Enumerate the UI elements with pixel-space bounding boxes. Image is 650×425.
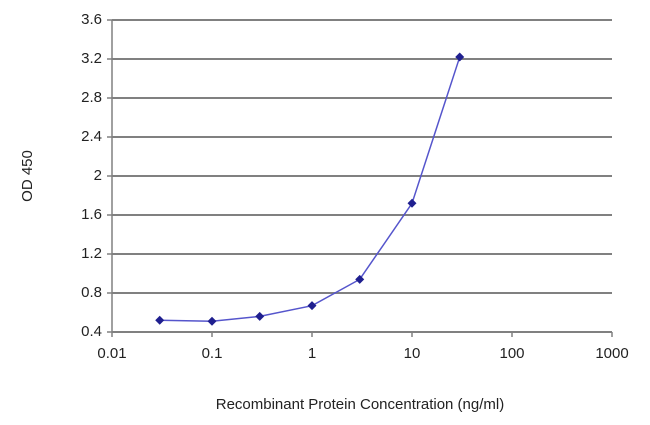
x-tick-label: 1000 (595, 345, 628, 362)
x-tick-label: 0.1 (202, 345, 223, 362)
x-tick-label: 1 (308, 345, 316, 362)
data-point (407, 198, 417, 208)
data-point (155, 315, 165, 325)
data-point (207, 316, 217, 326)
y-tick-label: 2.4 (81, 128, 102, 145)
data-point (355, 274, 365, 284)
data-point (307, 301, 317, 311)
y-tick-label: 0.4 (81, 323, 102, 340)
y-tick-label: 1.6 (81, 206, 102, 223)
y-tick-label: 1.2 (81, 245, 102, 262)
data-point (455, 52, 465, 62)
x-tick-label: 100 (499, 345, 524, 362)
y-tick-label: 3.2 (81, 50, 102, 67)
data-line (159, 56, 461, 323)
y-tick-label: 2 (94, 167, 102, 184)
x-tick-label: 10 (404, 345, 421, 362)
x-axis-label: Recombinant Protein Concentration (ng/ml… (216, 396, 504, 413)
y-tick-label: 0.8 (81, 284, 102, 301)
y-axis-label: OD 450 (19, 150, 36, 202)
y-tick-label: 2.8 (81, 89, 102, 106)
x-tick-label: 0.01 (97, 345, 126, 362)
data-point (255, 311, 265, 321)
y-tick-label: 3.6 (81, 11, 102, 28)
